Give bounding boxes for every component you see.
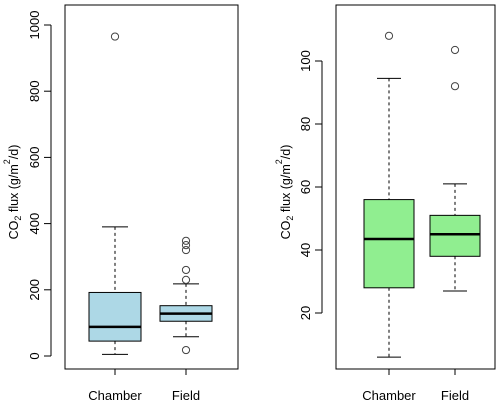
outlier-point xyxy=(450,45,460,55)
y-tick-label: 800 xyxy=(27,80,42,102)
outlier-point xyxy=(181,275,191,284)
y-tick-label: 100 xyxy=(298,50,313,72)
x-tick-label: Chamber xyxy=(362,388,416,403)
y-tick-label: 80 xyxy=(298,117,313,131)
outlier-point xyxy=(110,32,120,41)
outlier-point xyxy=(450,82,460,91)
outlier-point xyxy=(181,241,191,250)
y-tick-label: 200 xyxy=(27,279,42,301)
outlier-point xyxy=(181,236,191,245)
interquartile-box xyxy=(88,291,142,342)
outlier-point xyxy=(384,31,394,40)
y-axis-title: CO2 flux (g/m2/d) xyxy=(274,145,295,240)
outlier-point xyxy=(181,345,191,355)
x-tick-label: Chamber xyxy=(88,388,142,403)
y-tick-label: 40 xyxy=(298,243,313,257)
y-tick-label: 400 xyxy=(27,213,42,235)
y-tick-label: 600 xyxy=(27,147,42,169)
outlier-point xyxy=(181,265,191,275)
x-tick-label: Field xyxy=(441,388,469,403)
right-boxplot-panel: 20 40 60 80 100 CO2 flux (g/m2/d) Chamber Field xyxy=(274,4,496,403)
box-field xyxy=(159,236,213,355)
left-boxplot-panel: 0 200 400 600 800 1000 CO2 flux (g/m2/d) Chambe… xyxy=(2,4,239,403)
plot-frame xyxy=(64,4,239,370)
outlier-point xyxy=(181,245,191,255)
box-chamber xyxy=(88,32,142,355)
y-tick-label: 60 xyxy=(298,180,313,194)
interquartile-box xyxy=(429,214,481,257)
interquartile-box xyxy=(363,199,415,289)
plot-frame xyxy=(335,4,496,370)
box-chamber xyxy=(363,31,415,358)
y-tick-label: 20 xyxy=(298,306,313,320)
y-tick-label: 1000 xyxy=(27,11,42,40)
box-field xyxy=(429,45,481,292)
x-tick-label: Field xyxy=(172,388,200,403)
y-tick-label: 0 xyxy=(27,352,42,359)
y-axis-title: CO2 flux (g/m2/d) xyxy=(2,145,23,240)
